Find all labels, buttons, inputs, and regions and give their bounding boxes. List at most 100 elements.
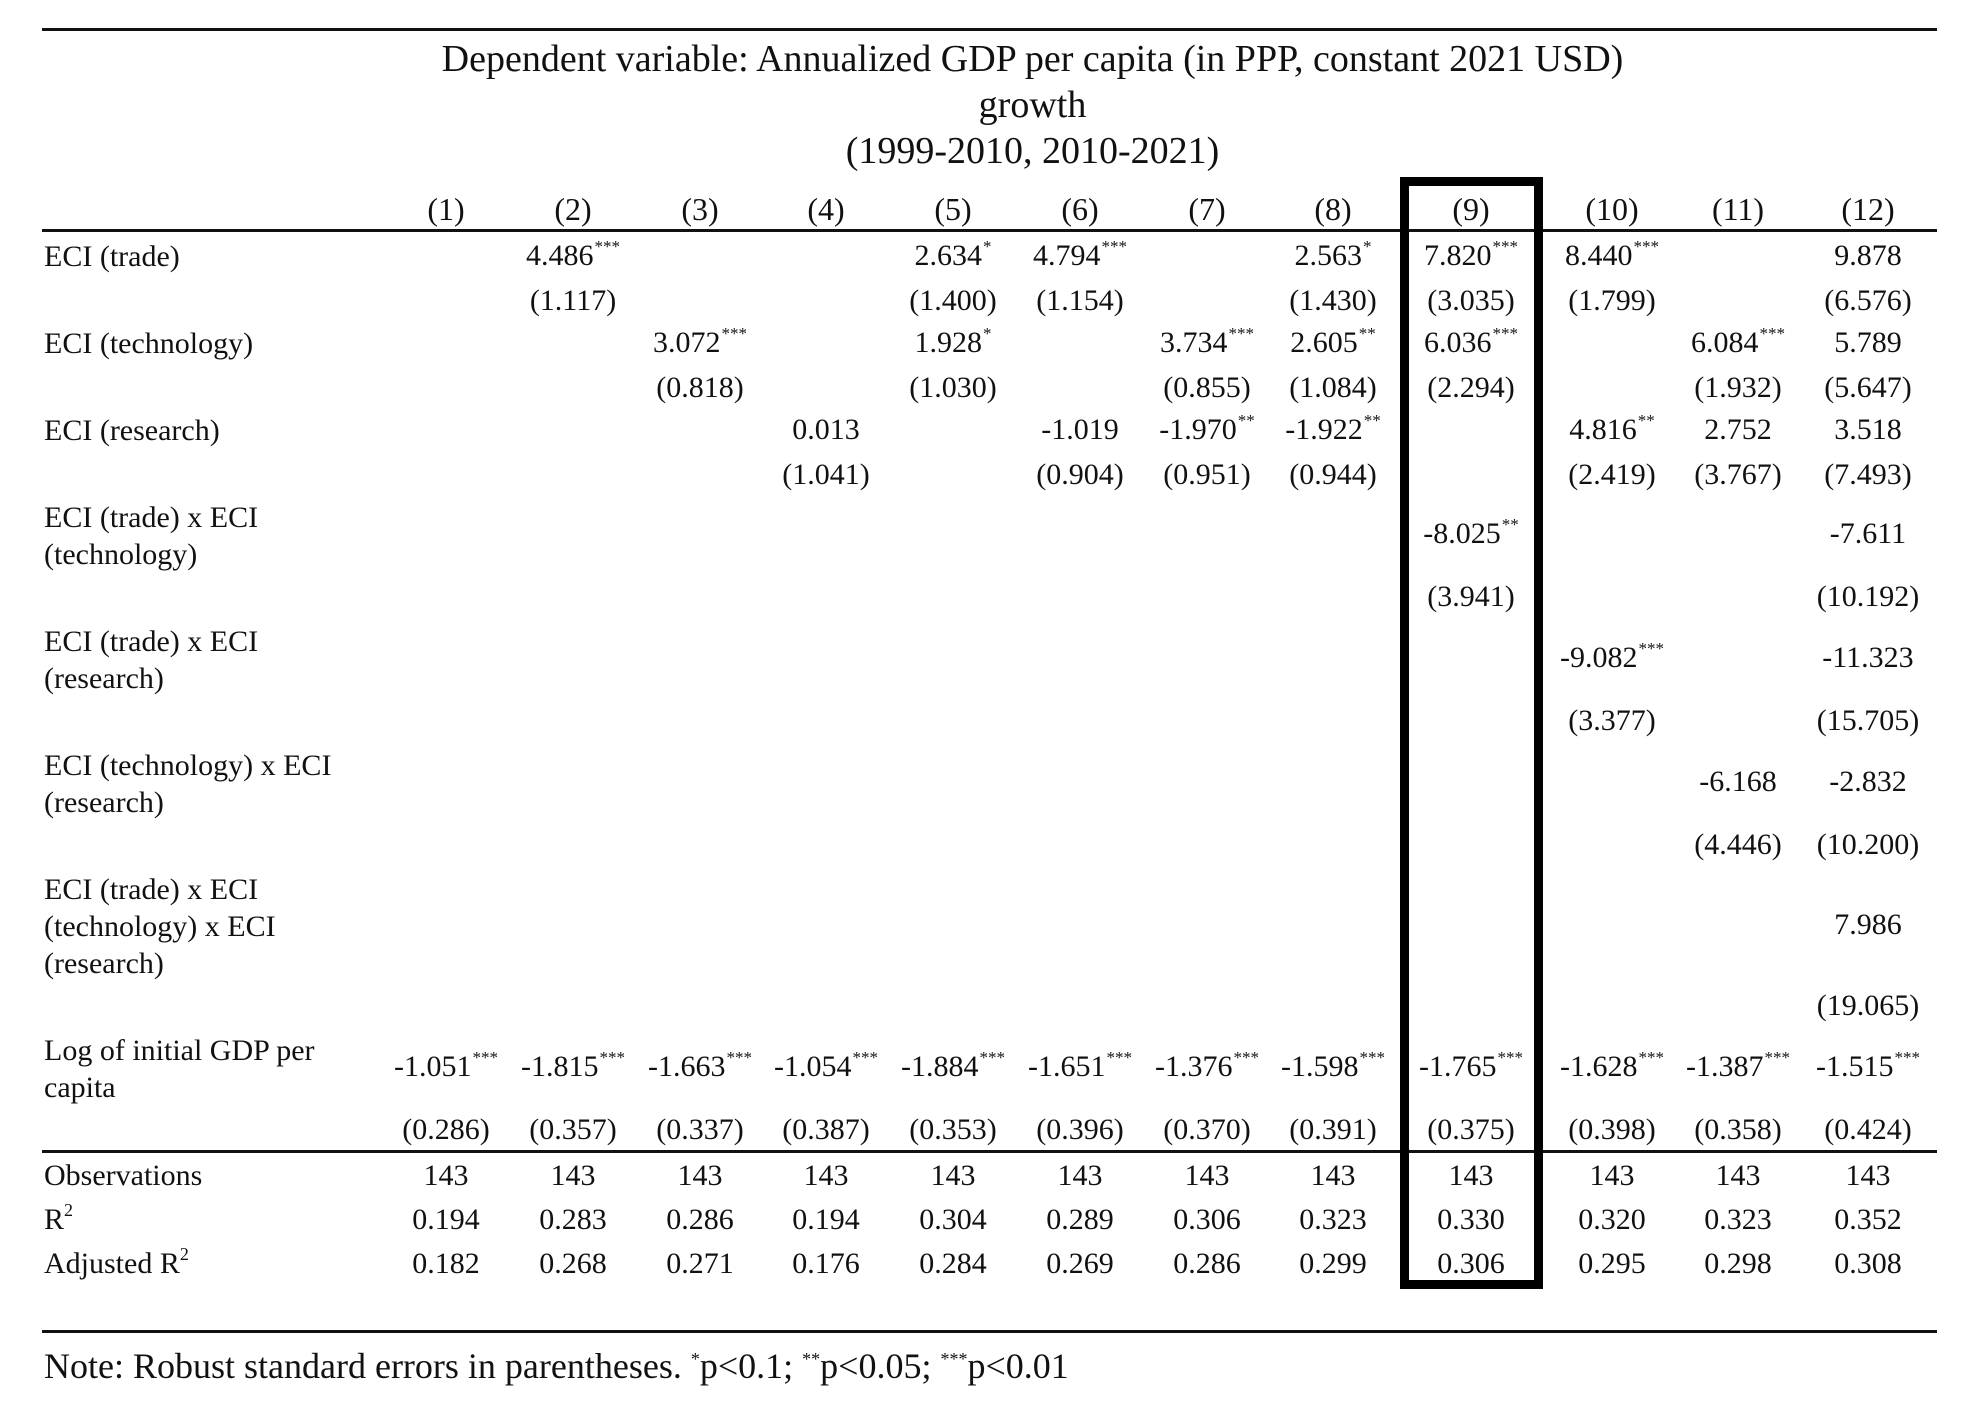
coef-value: -1.376 (1155, 1050, 1233, 1083)
stat-cell-r2-col8: 0.323 (1299, 1203, 1367, 1236)
row-label-eci-trade: ECI (trade) (44, 240, 180, 273)
std-error-eci-technology-col9: (2.294) (1427, 371, 1515, 404)
std-error-log-gdp-col10: (0.398) (1568, 1113, 1656, 1146)
significance-stars: *** (1228, 324, 1255, 343)
stat-cell-adj-r2-col10: 0.295 (1578, 1247, 1646, 1280)
stat-cell-r2-col12: 0.352 (1834, 1203, 1902, 1236)
row-label-trade-x-research: ECI (trade) x ECI (research) (44, 623, 404, 697)
significance-stars: *** (1638, 639, 1665, 658)
stat-label-observations: Observations (44, 1157, 404, 1194)
column-header-10: (10) (1585, 191, 1639, 227)
row-label-line: capita (44, 1071, 116, 1104)
significance-stars: *** (599, 1048, 626, 1067)
stat-cell-r2-col10: 0.320 (1578, 1203, 1646, 1236)
coef-value: 1.928 (914, 326, 983, 359)
note-p1: p<0.1; (699, 1346, 803, 1386)
std-error-log-gdp-col6: (0.396) (1036, 1113, 1124, 1146)
std-error-eci-trade-col8: (1.430) (1289, 284, 1377, 317)
std-error-trade-x-research-col10: (3.377) (1568, 704, 1656, 737)
coef-cell-eci-technology-col11: 6.084*** (1668, 324, 1808, 362)
stat-cell-adj-r2-col9: 0.306 (1437, 1247, 1505, 1280)
coef-value: 2.563 (1294, 239, 1363, 272)
coef-cell-trade-x-research-col10: -9.082*** (1542, 639, 1682, 677)
coef-value: -1.387 (1686, 1050, 1764, 1083)
stat-cell-adj-r2-col7: 0.286 (1173, 1247, 1241, 1280)
stat-label-text: Adjusted R (44, 1247, 180, 1280)
significance-stars: *** (979, 1048, 1006, 1067)
coef-value: 7.820 (1424, 239, 1492, 272)
stat-cell-adj-r2-col1: 0.182 (412, 1247, 480, 1280)
significance-stars: * (983, 237, 992, 256)
significance-stars: *** (1764, 1048, 1791, 1067)
std-error-triple-interaction-col12: (19.065) (1816, 989, 1920, 1022)
significance-stars: *** (594, 237, 621, 256)
stat-cell-observations-col7: 143 (1184, 1159, 1230, 1192)
dependent-variable-heading: Dependent variable: Annualized GDP per c… (420, 36, 1645, 174)
std-error-log-gdp-col8: (0.391) (1289, 1113, 1377, 1146)
coef-value: 2.634 (914, 239, 983, 272)
note-prefix: Note: Robust standard errors in parenthe… (44, 1346, 691, 1386)
std-error-eci-technology-col12: (5.647) (1824, 371, 1912, 404)
period-line: (1999-2010, 2010-2021) (845, 130, 1220, 172)
row-label-line: ECI (trade) x ECI (44, 625, 259, 658)
header-rule (42, 229, 1937, 232)
std-error-eci-technology-col11: (1.932) (1694, 371, 1782, 404)
significance-stars: *** (1233, 1048, 1260, 1067)
std-error-eci-research-col10: (2.419) (1568, 458, 1656, 491)
significance-stars: *** (1492, 237, 1519, 256)
stat-cell-r2-col3: 0.286 (666, 1203, 734, 1236)
coef-cell-eci-trade-col6: 4.794*** (1010, 237, 1150, 275)
stat-cell-observations-col5: 143 (930, 1159, 976, 1192)
coef-value: -9.082 (1560, 641, 1638, 674)
row-label-triple-interaction: ECI (trade) x ECI (technology) x ECI (rese… (44, 871, 404, 982)
coef-cell-eci-technology-col7: 3.734*** (1137, 324, 1277, 362)
std-error-trade-x-technology-col9: (3.941) (1427, 580, 1515, 613)
coef-cell-eci-trade-col10: 8.440*** (1542, 237, 1682, 275)
stat-cell-r2-col5: 0.304 (919, 1203, 987, 1236)
note-star-3: *** (940, 1349, 968, 1369)
coef-value: -1.922 (1285, 413, 1363, 446)
coef-cell-eci-research-col11: 2.752 (1668, 411, 1808, 449)
std-error-eci-trade-col12: (6.576) (1824, 284, 1912, 317)
significance-stars: ** (1237, 411, 1255, 430)
std-error-trade-x-research-col12: (15.705) (1816, 704, 1920, 737)
coef-cell-eci-research-col4: 0.013 (756, 411, 896, 449)
std-error-eci-research-col4: (1.041) (782, 458, 870, 491)
stat-label-text: Observations (44, 1159, 203, 1192)
note-p3: p<0.01 (967, 1346, 1069, 1386)
coef-value: 4.794 (1033, 239, 1101, 272)
top-rule (42, 28, 1937, 31)
coef-cell-technology-x-research-col11: -6.168 (1668, 763, 1808, 801)
stat-cell-adj-r2-col8: 0.299 (1299, 1247, 1367, 1280)
stat-cell-r2-col4: 0.194 (792, 1203, 860, 1236)
coef-cell-log-gdp-col7: -1.376*** (1137, 1048, 1277, 1086)
coef-cell-log-gdp-col9: -1.765*** (1401, 1048, 1541, 1086)
coef-cell-eci-technology-col9: 6.036*** (1401, 324, 1541, 362)
column-header-5: (5) (934, 191, 972, 227)
bottom-rule (42, 1330, 1937, 1333)
stat-cell-adj-r2-col5: 0.284 (919, 1247, 987, 1280)
note-p2: p<0.05; (820, 1346, 941, 1386)
row-label-eci-technology: ECI (technology) (44, 327, 254, 360)
row-label-line: (technology) (44, 538, 198, 571)
coef-cell-trade-x-technology-col12: -7.611 (1798, 515, 1938, 553)
std-error-eci-research-col7: (0.951) (1163, 458, 1251, 491)
coef-value: 3.072 (653, 326, 721, 359)
coef-value: -7.611 (1829, 517, 1907, 550)
coef-value: 6.084 (1691, 326, 1759, 359)
significance-stars: *** (472, 1048, 499, 1067)
column-header-3: (3) (681, 191, 719, 227)
coef-value: 2.605 (1290, 326, 1358, 359)
row-label-line: ECI (technology) x ECI (44, 749, 332, 782)
row-label-line: (research) (44, 786, 164, 819)
coef-value: 8.440 (1565, 239, 1633, 272)
std-error-log-gdp-col5: (0.353) (909, 1113, 997, 1146)
coef-value: -2.832 (1829, 765, 1907, 798)
coef-value: -8.025 (1423, 517, 1501, 550)
stat-cell-r2-col11: 0.323 (1704, 1203, 1772, 1236)
significance-stars: ** (1358, 324, 1376, 343)
stat-cell-adj-r2-col4: 0.176 (792, 1247, 860, 1280)
stat-cell-r2-col1: 0.194 (412, 1203, 480, 1236)
coef-value: -1.970 (1159, 413, 1237, 446)
coef-cell-eci-technology-col12: 5.789 (1798, 324, 1938, 362)
